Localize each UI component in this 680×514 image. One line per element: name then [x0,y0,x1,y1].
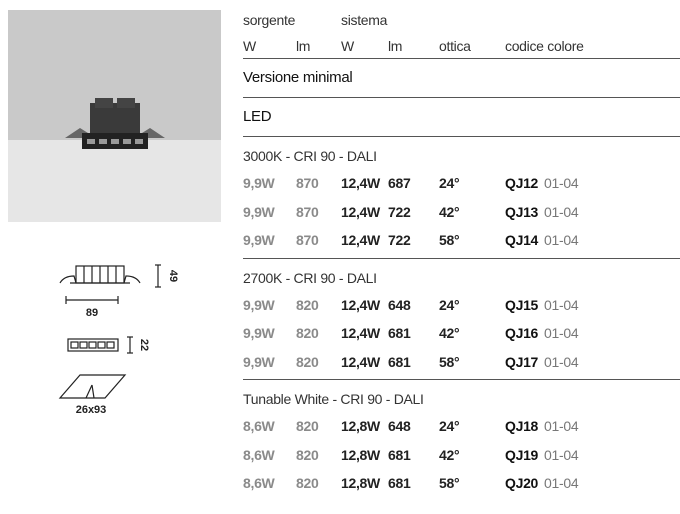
source-lumen: 870 [296,203,319,220]
source-lumen: 820 [296,418,319,434]
group-title: 2700K - CRI 90 - DALI [243,269,377,286]
color-code: 01-04 [544,325,579,341]
source-lumen: 820 [296,446,319,463]
source-lumen: 870 [296,175,319,191]
source-power: 8,6W [243,418,275,434]
system-lumen: 681 [388,475,411,491]
divider [243,379,680,380]
optic: 24° [439,418,460,434]
source-lumen: 820 [296,353,319,370]
color-code: 01-04 [544,353,579,370]
width-label: 89 [86,307,98,319]
optic: 24° [439,296,460,313]
source-power: 8,6W [243,475,275,491]
system-power: 12,4W [341,203,380,220]
system-power: 12,4W [341,325,380,341]
system-lumen: 722 [388,232,411,248]
photo-ceiling [8,140,221,222]
product-code: QJ19 [505,446,539,463]
system-power: 12,8W [341,475,380,491]
column-header: W [341,38,354,54]
system-lumen: 687 [388,175,411,191]
product-code: QJ18 [505,418,539,434]
system-power: 12,4W [341,175,380,191]
system-lumen: 648 [388,418,411,434]
column-header: lm [296,38,311,54]
optic: 58° [439,353,460,370]
product-code: QJ15 [505,296,539,313]
optic: 58° [439,475,460,491]
divider [243,58,680,59]
system-lumen: 681 [388,325,411,341]
system-lumen: 722 [388,203,411,220]
product-code: QJ16 [505,325,539,341]
group-title: Tunable White - CRI 90 - DALI [243,391,424,407]
system-lumen: 681 [388,353,411,370]
version-title: Versione minimal [243,69,353,86]
product-code: QJ12 [505,175,539,191]
source-power: 9,9W [243,203,275,220]
source-lumen: 870 [296,232,319,248]
source-power: 8,6W [243,446,275,463]
system-power: 12,8W [341,418,380,434]
system-lumen: 648 [388,296,411,313]
source-lumen: 820 [296,325,319,341]
color-code: 01-04 [544,475,579,491]
optic: 24° [439,175,460,191]
group-header: sistema [341,12,388,28]
height-label: 49 [167,270,179,282]
column-header: ottica [439,38,471,54]
divider [243,257,680,259]
divider [243,97,680,98]
color-code: 01-04 [544,296,579,313]
group-header: sorgente [243,12,296,28]
depth-label: 22 [138,339,150,351]
system-power: 12,4W [341,296,380,313]
product-code: QJ14 [505,232,539,248]
source-power: 9,9W [243,232,275,248]
cutout-view [58,374,127,399]
source-power: 9,9W [243,175,275,191]
product-code: QJ17 [505,353,539,370]
product-drawings: 89 49 22 26x93 [8,10,221,416]
product-code: QJ20 [505,475,539,491]
source-lumen: 820 [296,475,319,491]
side-view [59,264,161,304]
system-lumen: 681 [388,446,411,463]
color-code: 01-04 [544,418,579,434]
source-lumen: 820 [296,296,319,313]
front-view [67,336,133,354]
system-power: 12,4W [341,353,380,370]
optic: 58° [439,232,460,248]
color-code: 01-04 [544,446,579,463]
divider [243,136,680,137]
column-header: lm [388,38,403,54]
cutout-label: 26x93 [76,404,107,416]
color-code: 01-04 [544,232,579,248]
column-header: W [243,38,256,54]
color-code: 01-04 [544,175,579,191]
system-power: 12,8W [341,446,380,463]
color-code: 01-04 [544,203,579,220]
system-power: 12,4W [341,232,380,248]
source-title: LED [243,108,272,125]
optic: 42° [439,203,460,220]
source-power: 9,9W [243,325,275,341]
optic: 42° [439,446,460,463]
product-code: QJ13 [505,203,539,220]
product-photo [65,98,165,149]
source-power: 9,9W [243,296,275,313]
optic: 42° [439,325,460,341]
column-header: codice colore [505,38,584,54]
group-title: 3000K - CRI 90 - DALI [243,148,377,164]
source-power: 9,9W [243,353,275,370]
